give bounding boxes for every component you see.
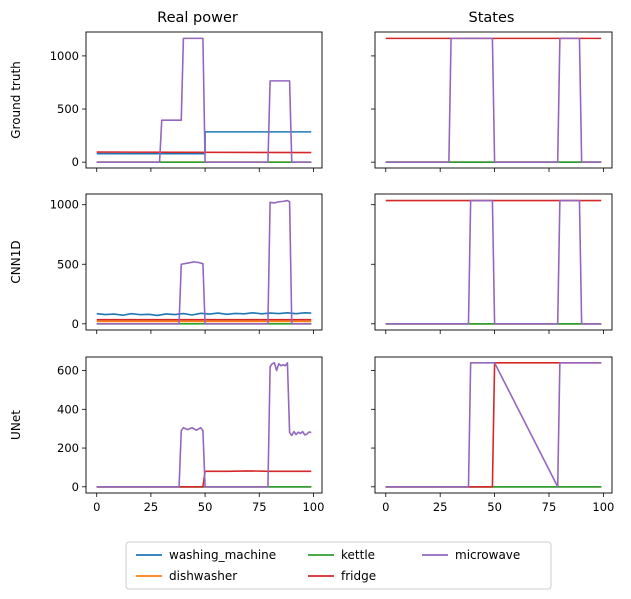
y-tick-label: 200 [57, 441, 79, 455]
x-tick-label: 0 [382, 500, 389, 514]
panel-states-0 [371, 31, 613, 172]
x-tick-label: 100 [302, 500, 324, 514]
series-line-microwave [96, 362, 312, 488]
axes-frame [85, 193, 323, 331]
y-axis-label: CNN1D [9, 240, 23, 283]
legend-label: fridge [341, 569, 376, 583]
x-tick-label: 75 [252, 500, 267, 514]
y-tick-label: 600 [57, 364, 79, 378]
series-lines [96, 199, 312, 325]
x-tick-label: 50 [198, 500, 213, 514]
series-line-microwave [96, 37, 312, 163]
legend-item-microwave: microwave [422, 548, 520, 562]
y-tick-label: 500 [57, 102, 79, 116]
series-line-fridge [385, 362, 602, 488]
series-lines [385, 37, 602, 163]
y-tick-label: 0 [72, 480, 79, 494]
series-line-microwave [385, 37, 602, 163]
series-line-fridge [96, 470, 312, 488]
y-tick-label: 500 [57, 257, 79, 271]
legend-label: microwave [455, 548, 520, 562]
series-line-microwave [96, 199, 312, 325]
y-tick-label: 1000 [50, 49, 79, 63]
axes-frame [85, 31, 323, 169]
legend: washing_machine dishwasher kettle fridge mic… [125, 541, 552, 590]
panel-states-1 [371, 193, 613, 334]
y-tick-label: 0 [72, 317, 79, 331]
legend-item-kettle: kettle [308, 548, 375, 562]
series-lines [96, 362, 312, 488]
legend-frame [125, 541, 552, 590]
x-tick-label: 50 [487, 500, 502, 514]
column-title-states: States [469, 10, 515, 26]
legend-item-washing_machine: washing_machine [136, 548, 276, 562]
axes-frame [374, 356, 613, 494]
x-tick-label: 100 [592, 500, 614, 514]
panel-power-2: 0 25 50 75 100 0 200 400 600 UNet [9, 356, 324, 514]
axes-frame [374, 31, 613, 169]
series-line-microwave [385, 199, 602, 325]
legend-item-dishwasher: dishwasher [136, 569, 237, 583]
series-line-microwave [385, 362, 602, 488]
x-tick-label: 25 [433, 500, 448, 514]
y-tick-label: 1000 [50, 198, 79, 212]
x-tick-label: 75 [542, 500, 557, 514]
y-tick-label: 0 [72, 155, 79, 169]
series-line-fridge [96, 151, 312, 154]
legend-label: kettle [341, 548, 375, 562]
legend-label: dishwasher [169, 569, 237, 583]
panel-power-1: 0 500 1000 CNN1D [9, 193, 323, 334]
x-tick-label: 25 [144, 500, 159, 514]
x-tick-label: 0 [93, 500, 100, 514]
y-tick-label: 400 [57, 402, 79, 416]
series-lines [96, 37, 312, 163]
panel-power-0: 0 500 1000 Ground truth [9, 31, 323, 172]
y-axis-label: Ground truth [9, 61, 23, 139]
column-title-real-power: Real power [157, 10, 238, 26]
series-lines [385, 362, 602, 488]
axes-frame [374, 193, 613, 331]
legend-item-fridge: fridge [308, 569, 376, 583]
y-axis-label: UNet [9, 410, 23, 440]
legend-label: washing_machine [169, 548, 276, 562]
series-lines [385, 199, 602, 325]
panel-states-2: 0 25 50 75 100 [371, 356, 614, 514]
axes-frame [85, 356, 323, 494]
